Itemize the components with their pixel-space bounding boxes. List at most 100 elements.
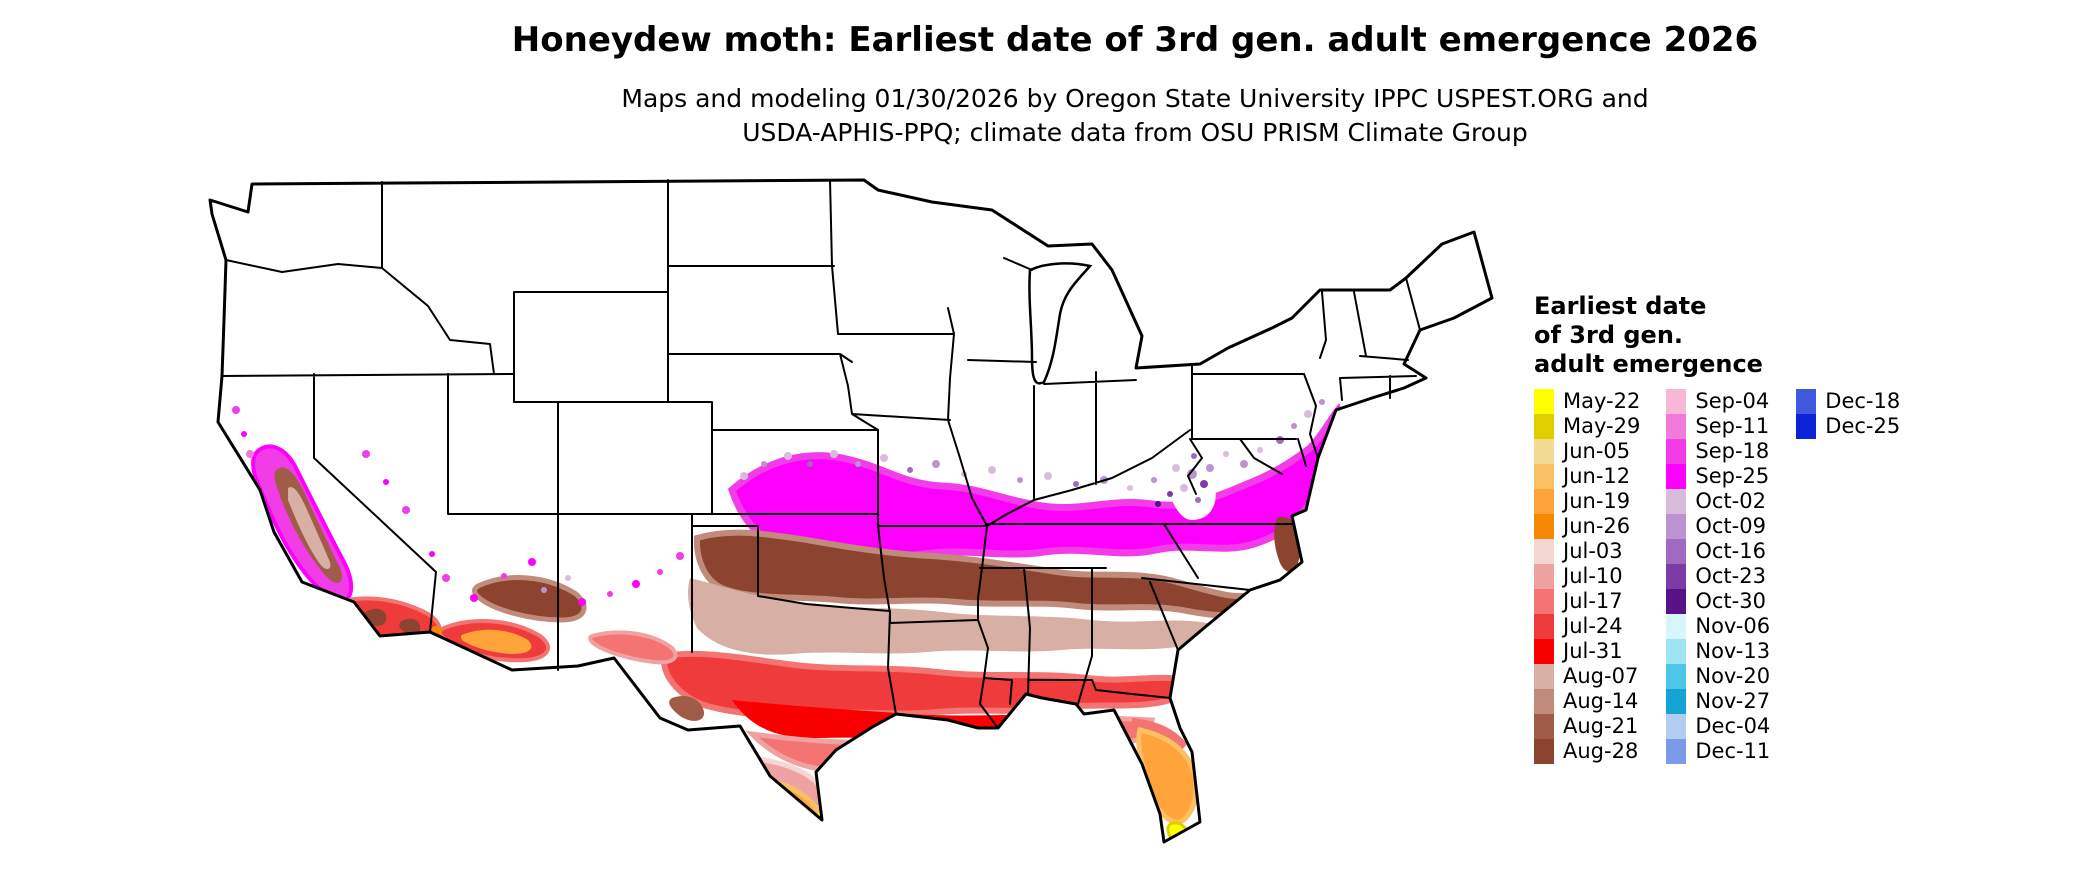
legend-item-dec18: Dec-18	[1796, 389, 1900, 414]
legend-label-aug07: Aug-07	[1563, 664, 1639, 688]
legend-label-aug14: Aug-14	[1563, 689, 1639, 713]
legend-swatch-oct02	[1666, 489, 1687, 514]
legend-swatch-oct09	[1666, 514, 1687, 539]
legend-swatch-jun05	[1534, 439, 1554, 464]
region-california-tan	[288, 487, 331, 570]
legend-label-sep11: Sep-11	[1695, 414, 1770, 438]
legend-label-oct16: Oct-16	[1695, 539, 1766, 563]
legend-title: Earliest date of 3rd gen. adult emergenc…	[1534, 292, 1900, 379]
legend-item-jun26: Jun-26	[1534, 514, 1640, 539]
legend-swatch-sep18	[1666, 439, 1687, 464]
legend-column-3: Dec-18 Dec-25	[1796, 389, 1900, 439]
map-title: Honeydew moth: Earliest date of 3rd gen.…	[511, 20, 1759, 60]
us-outline	[208, 178, 1494, 844]
legend-item-jul24: Jul-24	[1534, 614, 1640, 639]
legend-label-oct30: Oct-30	[1695, 589, 1766, 613]
legend-item-dec11: Dec-11	[1666, 739, 1770, 764]
legend-item-dec04: Dec-04	[1666, 714, 1770, 739]
legend-item-dec25: Dec-25	[1796, 414, 1900, 439]
legend-item-may29: May-29	[1534, 414, 1640, 439]
legend-swatch-may22	[1534, 389, 1554, 414]
legend: Earliest date of 3rd gen. adult emergenc…	[1534, 292, 1900, 764]
legend-item-aug07: Aug-07	[1534, 664, 1640, 689]
legend-label-aug28: Aug-28	[1563, 739, 1639, 763]
legend-label-oct23: Oct-23	[1695, 564, 1766, 588]
legend-label-may29: May-29	[1563, 414, 1641, 438]
legend-swatch-jul17	[1534, 589, 1554, 614]
map-subtitle: Maps and modeling 01/30/2026 by Oregon S…	[170, 82, 2100, 150]
legend-item-oct16: Oct-16	[1666, 539, 1770, 564]
legend-swatch-aug21	[1534, 714, 1554, 739]
legend-swatch-aug14	[1534, 689, 1554, 714]
legend-label-jun26: Jun-26	[1563, 514, 1631, 538]
legend-item-oct30: Oct-30	[1666, 589, 1770, 614]
legend-swatch-aug28	[1534, 739, 1554, 764]
legend-item-jun05: Jun-05	[1534, 439, 1640, 464]
legend-label-jul03: Jul-03	[1563, 539, 1623, 563]
legend-swatch-jul03	[1534, 539, 1554, 564]
region-early-august	[688, 578, 1222, 655]
legend-title-line2: of 3rd gen.	[1534, 321, 1684, 349]
legend-label-jul24: Jul-24	[1563, 614, 1623, 638]
legend-label-oct02: Oct-02	[1695, 489, 1766, 513]
legend-item-sep25: Sep-25	[1666, 464, 1770, 489]
legend-columns: May-22 May-29 Jun-05 Jun-12 Jun-19 Jun-26 Jul-…	[1534, 389, 1900, 764]
legend-column-1: May-22 May-29 Jun-05 Jun-12 Jun-19 Jun-26 Jul-…	[1534, 389, 1640, 764]
legend-item-jul03: Jul-03	[1534, 539, 1640, 564]
legend-label-sep04: Sep-04	[1695, 389, 1770, 413]
legend-label-jul10: Jul-10	[1563, 564, 1623, 588]
legend-swatch-nov06	[1666, 614, 1687, 639]
legend-swatch-dec25	[1796, 414, 1817, 439]
legend-item-nov27: Nov-27	[1666, 689, 1770, 714]
map-subtitle-line2: USDA-APHIS-PPQ; climate data from OSU PR…	[742, 118, 1528, 147]
legend-label-oct09: Oct-09	[1695, 514, 1766, 538]
legend-swatch-jul24	[1534, 614, 1554, 639]
legend-item-may22: May-22	[1534, 389, 1640, 414]
legend-label-nov20: Nov-20	[1695, 664, 1771, 688]
legend-swatch-oct23	[1666, 564, 1687, 589]
legend-swatch-dec18	[1796, 389, 1817, 414]
legend-label-dec18: Dec-18	[1825, 389, 1901, 413]
legend-label-jul17: Jul-17	[1563, 589, 1623, 613]
legend-label-nov27: Nov-27	[1695, 689, 1771, 713]
region-socal-brown-2	[399, 618, 421, 635]
legend-item-jun12: Jun-12	[1534, 464, 1640, 489]
legend-label-nov06: Nov-06	[1695, 614, 1771, 638]
legend-swatch-oct30	[1666, 589, 1687, 614]
legend-swatch-jun12	[1534, 464, 1554, 489]
legend-label-dec04: Dec-04	[1695, 714, 1771, 738]
legend-swatch-jul10	[1534, 564, 1554, 589]
region-appalachia-gap	[1168, 462, 1216, 520]
legend-swatch-may29	[1534, 414, 1554, 439]
legend-swatch-dec11	[1666, 739, 1687, 764]
us-map	[192, 158, 1512, 878]
legend-item-nov06: Nov-06	[1666, 614, 1770, 639]
legend-item-aug28: Aug-28	[1534, 739, 1640, 764]
legend-swatch-nov20	[1666, 664, 1687, 689]
legend-item-jul10: Jul-10	[1534, 564, 1640, 589]
legend-swatch-nov13	[1666, 639, 1687, 664]
legend-item-jun19: Jun-19	[1534, 489, 1640, 514]
legend-label-nov13: Nov-13	[1695, 639, 1771, 663]
legend-label-jun12: Jun-12	[1563, 464, 1631, 488]
legend-item-oct09: Oct-09	[1666, 514, 1770, 539]
legend-swatch-jun26	[1534, 514, 1554, 539]
legend-item-sep04: Sep-04	[1666, 389, 1770, 414]
region-arizona-orange	[460, 629, 532, 654]
legend-label-jun19: Jun-19	[1563, 489, 1631, 513]
legend-label-jun05: Jun-05	[1563, 439, 1631, 463]
legend-item-sep11: Sep-11	[1666, 414, 1770, 439]
legend-item-nov20: Nov-20	[1666, 664, 1770, 689]
legend-label-sep18: Sep-18	[1695, 439, 1770, 463]
legend-item-aug14: Aug-14	[1534, 689, 1640, 714]
legend-label-may22: May-22	[1563, 389, 1641, 413]
legend-swatch-jun19	[1534, 489, 1554, 514]
legend-label-aug21: Aug-21	[1563, 714, 1639, 738]
legend-swatch-aug07	[1534, 664, 1554, 689]
legend-label-dec11: Dec-11	[1695, 739, 1771, 763]
legend-label-sep25: Sep-25	[1695, 464, 1770, 488]
legend-item-nov13: Nov-13	[1666, 639, 1770, 664]
region-arizona-brown	[472, 575, 587, 623]
legend-label-dec25: Dec-25	[1825, 414, 1901, 438]
